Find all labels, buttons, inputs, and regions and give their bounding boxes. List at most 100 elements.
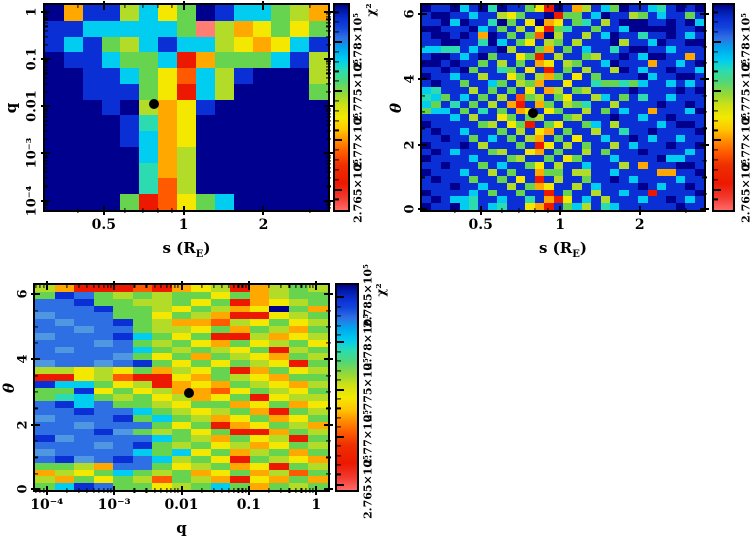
axis-tick [170,2,173,8]
heatmap-cell [675,114,686,122]
heatmap-cell [572,182,583,190]
colorbar-labels: 2.78×10⁵ 2.775×10⁵ 2.77×10⁵ 2.765×10⁵ χ² [352,3,379,223]
heatmap-cell [469,59,480,67]
heatmap-cell [497,148,508,156]
heatmap-cell [619,5,630,13]
heatmap-cell [233,52,254,69]
heatmap-cell [431,134,442,143]
heatmap-cell [210,367,232,375]
heatmap-cell [619,141,630,149]
axis-tick [213,282,215,288]
heatmap-cell [459,46,470,54]
heatmap-cell [422,87,433,95]
heatmap-cell [469,25,480,33]
axis-tick [145,282,147,288]
heatmap-cell [657,73,668,81]
colorbar [333,3,350,212]
heatmap-cell [666,52,677,61]
heatmap-cell [487,203,498,210]
heatmap-cell [666,114,677,122]
axis-tick [325,120,331,122]
axis-tick [325,155,331,157]
heatmap-cell [544,87,555,95]
x-axis-label: s (RE) [422,239,704,260]
heatmap-cell [139,36,159,53]
heatmap-cell [675,52,686,61]
heatmap-cell [544,80,555,88]
axis-tick [325,407,331,409]
heatmap-cell [177,20,197,38]
heatmap-cell [308,380,328,388]
axis-tick [221,487,223,493]
heatmap-cell [600,169,611,177]
heatmap-cell [82,36,103,53]
heatmap-cell [497,11,508,20]
axis-tick [419,176,425,178]
heatmap-cell [132,332,153,341]
heatmap-cell [191,305,212,313]
heatmap-cell [572,66,583,74]
heatmap-cell [132,428,153,436]
heatmap-cell [647,196,658,204]
heatmap-cell [309,68,328,85]
axis-tick [30,423,40,426]
heatmap-cell [54,428,75,436]
heatmap-cell [534,162,545,170]
heatmap-cell [152,319,173,327]
heatmap-cell [74,339,95,347]
heatmap-cell [478,169,489,177]
heatmap-cell [638,114,649,122]
heatmap-cell [666,128,677,136]
heatmap-cell [271,178,291,195]
heatmap-cell [563,148,574,156]
heatmap-cell [497,121,508,129]
heatmap-cell [152,298,173,306]
heatmap-cell [422,114,433,122]
heatmap-cell [152,476,173,484]
heatmap-cell [35,312,56,320]
heatmap-cell [93,339,114,347]
axis-tick [32,391,38,393]
heatmap-cell [675,107,686,115]
heatmap-cell [54,483,75,490]
heatmap-cell [487,114,498,122]
heatmap-cell [525,162,536,170]
heatmap-cell [63,20,84,38]
heatmap-cell [101,99,122,116]
heatmap-cell [647,175,658,184]
heatmap-cell [638,162,649,170]
axis-tick [32,456,38,458]
heatmap-cell [591,39,602,47]
heatmap-cell [516,203,527,210]
heatmap-cell [113,367,134,375]
axis-tick [417,207,427,210]
colorbar-tick [335,60,339,63]
x-axis-label: s (RE) [45,239,328,260]
heatmap-cell [35,462,56,470]
heatmap-cell [101,36,122,53]
heatmap-cell [252,20,273,38]
heatmap-cell [685,18,696,26]
heatmap-cell [657,169,668,177]
heatmap-cell [497,25,508,33]
heatmap-cell [553,182,564,190]
axis-tick [701,62,707,64]
axis-tick [325,110,331,112]
heatmap-cell [638,141,649,149]
heatmap-cell [308,428,328,436]
heatmap-cell [288,353,310,361]
heatmap-cell [572,162,583,170]
heatmap-cell [563,196,574,204]
heatmap-cell [647,5,658,13]
axis-tick [228,487,230,493]
axis-tick [533,207,536,213]
heatmap-cell [54,455,75,464]
heatmap-cell [581,148,592,156]
colorbar-tick [337,379,341,381]
heatmap-cell [581,18,592,26]
heatmap-cell [309,83,328,101]
heatmap-cell [610,39,621,47]
heatmap-cell [591,73,602,81]
heatmap-cell [581,196,592,204]
heatmap-cell [544,100,555,108]
